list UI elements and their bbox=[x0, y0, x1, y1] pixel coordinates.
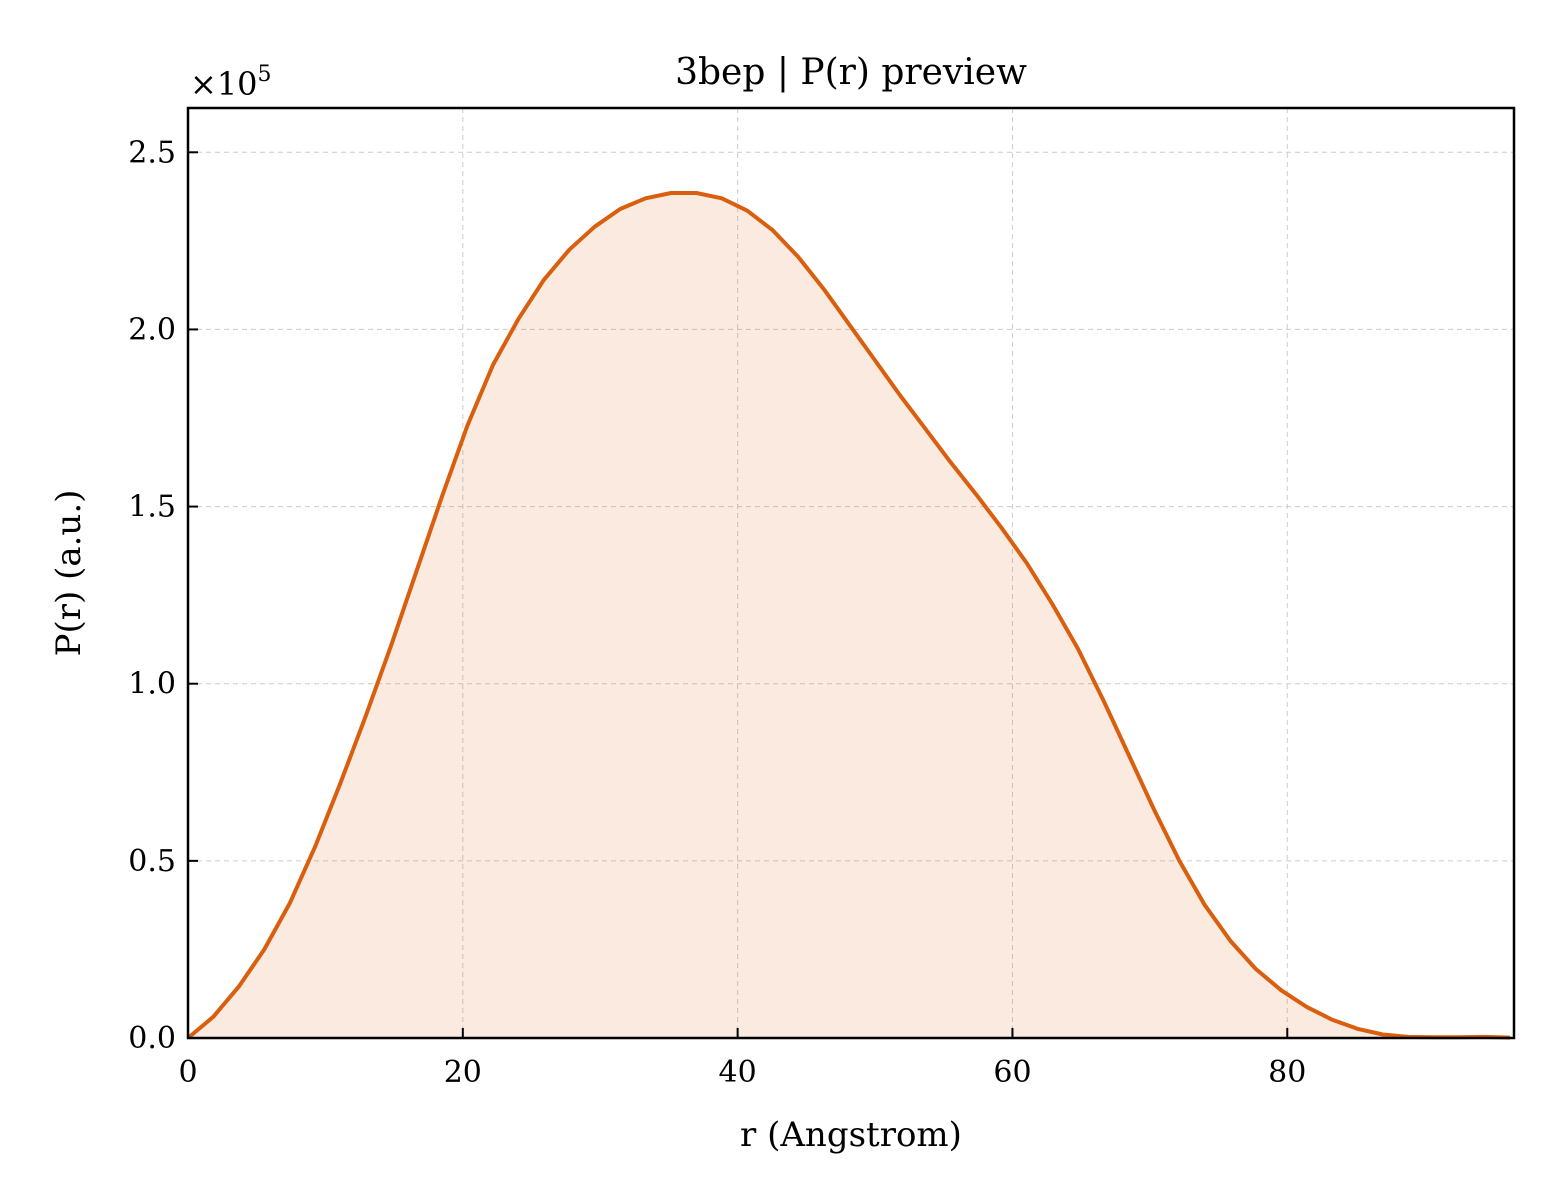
axis-ticks: 0 20 40 60 80 0.0 0.5 1.0 1.5 2.0 2.5 bbox=[128, 135, 1306, 1090]
y-tick-label: 1.5 bbox=[128, 490, 176, 525]
x-axis-label: r (Angstrom) bbox=[740, 1115, 962, 1155]
plot-frame bbox=[186, 106, 1516, 1040]
x-tick-label: 80 bbox=[1268, 1055, 1306, 1090]
y-axis-label: P(r) (a.u.) bbox=[49, 490, 89, 657]
y-tick-label: 0.5 bbox=[128, 844, 176, 879]
y-tick-label: 2.0 bbox=[128, 312, 176, 347]
x-tick-label: 0 bbox=[178, 1055, 197, 1090]
y-tick-label: 1.0 bbox=[128, 667, 176, 702]
x-tick-label: 20 bbox=[444, 1055, 482, 1090]
x-tick-label: 60 bbox=[993, 1055, 1031, 1090]
y-multiplier-exponent: 5 bbox=[258, 62, 272, 87]
pr-area-fill bbox=[188, 193, 1510, 1038]
y-tick-label: 0.0 bbox=[128, 1021, 176, 1056]
x-tick-label: 40 bbox=[719, 1055, 757, 1090]
chart-title: 3bep | P(r) preview bbox=[675, 52, 1027, 93]
y-tick-label: 2.5 bbox=[128, 135, 176, 170]
pr-series-line bbox=[186, 191, 1510, 1040]
grid bbox=[188, 108, 1514, 1038]
y-axis-multiplier: ×105 bbox=[190, 62, 272, 103]
y-multiplier-base: ×10 bbox=[190, 65, 258, 103]
